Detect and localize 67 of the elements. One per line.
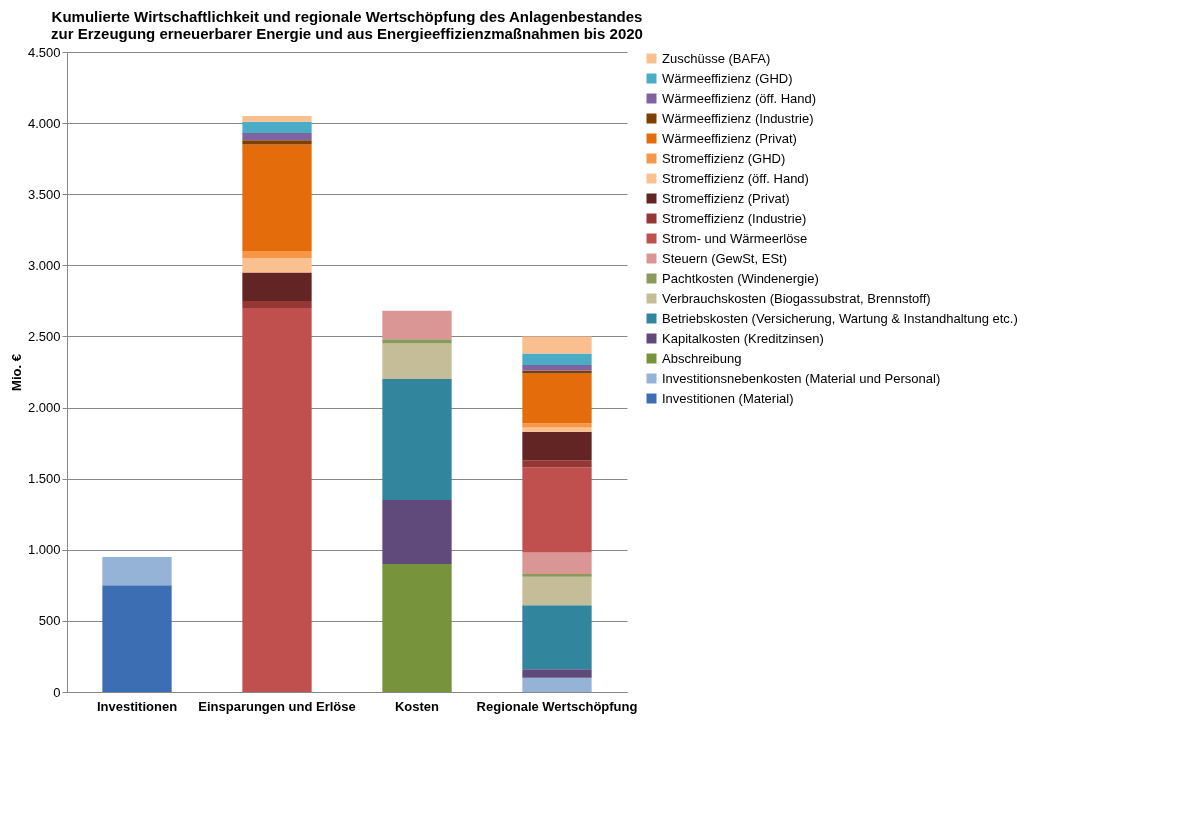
bar [242, 116, 312, 122]
legend-label: Stromeffizienz (Industrie) [662, 210, 807, 226]
bar [242, 144, 312, 252]
x-tick-label: Investitionen [96, 698, 178, 714]
legend-label: Stromeffizienz (Privat) [662, 190, 790, 206]
y-axis-title: Mio. € [8, 354, 24, 391]
legend-label: Pachtkosten (Windenergie) [662, 270, 819, 286]
y-tick-label: 2.000 [27, 400, 61, 416]
bar [522, 373, 592, 424]
bar [242, 140, 312, 145]
legend-label: Verbrauchskosten (Biogassubstrat, Brennstoff) [662, 290, 931, 306]
bar [242, 121, 312, 134]
x-tick-label: Kosten [394, 698, 440, 714]
bar [242, 251, 312, 259]
bar [522, 576, 592, 606]
bar [522, 552, 592, 574]
legend-label: Stromeffizienz (öff. Hand) [662, 170, 809, 186]
legend-label: Steuern (GewSt, ESt) [662, 250, 787, 266]
bar [382, 564, 452, 692]
y-tick-label: 1.500 [27, 471, 61, 487]
bar [242, 308, 312, 692]
bar [382, 310, 452, 340]
bar [382, 339, 452, 344]
bar [382, 500, 452, 564]
bar [522, 353, 592, 365]
legend-label: Betriebskosten (Versicherung, Wartung & Instandhaltung etc.) [662, 310, 1018, 326]
x-tick-label: Regionale Wertschöpfung [476, 698, 638, 714]
bar [522, 677, 592, 692]
y-tick-label: 1.000 [27, 542, 61, 558]
bar [522, 669, 592, 678]
y-tick-label: 4.500 [27, 44, 61, 60]
legend-label: Strom- und Wärmeerlöse [662, 230, 808, 246]
bar [382, 343, 452, 380]
chart-title: Kumulierte Wirtschaftlichkeit und regionale Wertschöpfung des Anlagenbestandes zur Erzeugung erneuerbarer Energie und aus Energieeffizienzmaßnahmen bis 2020 [51, 8, 643, 42]
legend-label: Abschreibung [662, 350, 742, 366]
y-tick-label: 2.500 [27, 328, 61, 344]
legend-label: Investitionsnebenkosten (Material und Personal) [662, 370, 941, 386]
legend-label: Stromeffizienz (GHD) [662, 150, 786, 166]
legend-label: Wärmeeffizienz (Privat) [662, 130, 797, 146]
x-tick-label: Einsparungen und Erlöse [198, 698, 356, 714]
legend-label: Wärmeeffizienz (GHD) [662, 70, 793, 86]
legend-label: Investitionen (Material) [662, 390, 794, 406]
bar [522, 431, 592, 461]
bar [242, 300, 312, 308]
bar [522, 364, 592, 371]
bar [522, 467, 592, 553]
legend-label: Kapitalkosten (Kreditzinsen) [662, 330, 824, 346]
y-tick-label: 500 [38, 613, 61, 629]
bar [522, 423, 592, 428]
bar [242, 133, 312, 141]
bar [382, 379, 452, 500]
bar [102, 585, 172, 692]
bar [242, 272, 312, 301]
y-tick-label: 3.000 [27, 257, 61, 273]
bar [522, 427, 592, 432]
bar [522, 573, 592, 577]
bar [522, 605, 592, 670]
bar [242, 258, 312, 273]
legend-label: Zuschüsse (BAFA) [662, 50, 771, 66]
bar [522, 460, 592, 468]
y-tick-label: 4.000 [27, 115, 61, 131]
y-tick-label: 0 [53, 684, 61, 700]
bar [102, 556, 172, 586]
y-tick-label: 3.500 [27, 186, 61, 202]
legend-label: Wärmeeffizienz (Industrie) [662, 110, 814, 126]
bar [522, 336, 592, 354]
legend-label: Wärmeeffizienz (öff. Hand) [662, 90, 817, 106]
